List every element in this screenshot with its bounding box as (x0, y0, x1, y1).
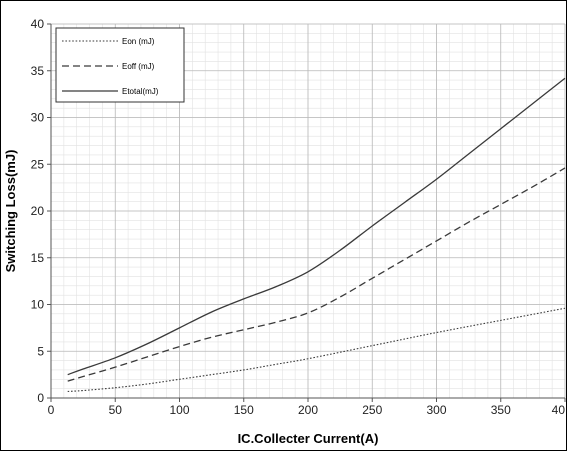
y-tick-label: 15 (31, 251, 45, 265)
y-tick-label: 20 (31, 204, 45, 218)
y-tick-label: 40 (31, 17, 45, 31)
series-line-1 (67, 307, 566, 392)
x-tick-label: 250 (362, 403, 382, 417)
x-tick-label: 40 (552, 403, 566, 417)
legend-label: Eon (mJ) (122, 37, 155, 46)
x-axis-title: IC.Collecter Current(A) (238, 431, 379, 446)
series-layer (67, 77, 566, 392)
y-tick-label: 25 (31, 157, 45, 171)
y-tick-label: 10 (31, 298, 45, 312)
legend-label: Etotal(mJ) (122, 87, 159, 96)
x-tick-label: 300 (426, 403, 446, 417)
x-tick-label: 350 (491, 403, 511, 417)
x-axis-ticks: 0 50 100 150 200 250 300 350 40 (48, 398, 566, 417)
y-tick-label: 30 (31, 111, 45, 125)
y-axis-ticks: 0 5 10 15 20 25 30 35 40 (31, 17, 51, 405)
y-tick-label: 0 (37, 391, 44, 405)
x-tick-label: 50 (109, 403, 123, 417)
x-tick-label: 150 (234, 403, 254, 417)
series-line-3 (67, 77, 566, 376)
legend: Eon (mJ) Eoff (mJ) Etotal(mJ) (55, 27, 185, 103)
x-tick-label: 0 (48, 403, 55, 417)
series-line-2 (67, 167, 566, 382)
x-tick-label: 100 (169, 403, 189, 417)
legend-label: Eoff (mJ) (122, 62, 155, 71)
y-tick-label: 35 (31, 64, 45, 78)
legend-box (55, 27, 185, 103)
y-axis-title: Switching Loss(mJ) (3, 150, 18, 273)
y-tick-label: 5 (37, 344, 44, 358)
x-tick-label: 200 (298, 403, 318, 417)
